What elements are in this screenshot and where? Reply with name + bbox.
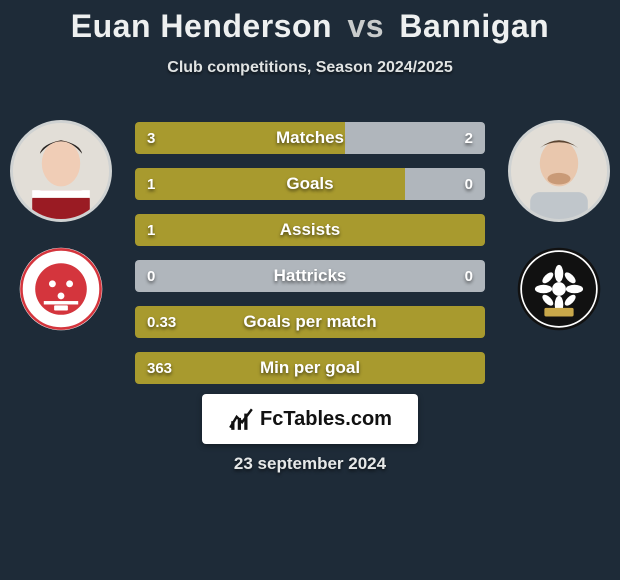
stat-bar-left-value: 0 — [147, 260, 155, 292]
watermark-text: FcTables.com — [260, 408, 392, 431]
stat-bar-full-segment — [135, 352, 485, 384]
stat-bar-track — [135, 352, 485, 384]
stat-bar-track — [135, 214, 485, 246]
player1-avatar — [10, 120, 112, 222]
stat-bars: 32Matches10Goals1Assists00Hattricks0.33G… — [135, 122, 485, 384]
stat-bar-full-segment — [135, 306, 485, 338]
date-line: 23 september 2024 — [0, 454, 620, 474]
stat-bar-left-value: 3 — [147, 122, 155, 154]
avatar-placeholder-icon — [13, 123, 109, 219]
player2-avatar — [508, 120, 610, 222]
avatar-placeholder-icon — [511, 123, 607, 219]
stat-bar-track — [135, 122, 485, 154]
stat-bar-left-segment — [135, 168, 405, 200]
stat-bar-track — [135, 260, 485, 292]
stat-bar-left-value: 363 — [147, 352, 172, 384]
stat-bar-left-value: 0.33 — [147, 306, 176, 338]
stat-bar-track — [135, 306, 485, 338]
player2-club-crest — [516, 246, 602, 332]
subtitle: Club competitions, Season 2024/2025 — [0, 59, 620, 77]
stat-bar-full-segment — [135, 260, 485, 292]
stat-row: 10Goals — [135, 168, 485, 200]
stat-bar-right-value: 0 — [465, 168, 473, 200]
comparison-card: Euan Henderson vs Bannigan Club competit… — [0, 0, 620, 580]
title-player2: Bannigan — [399, 8, 549, 44]
left-column — [6, 120, 116, 332]
stat-bar-track — [135, 168, 485, 200]
player1-club-crest — [18, 246, 104, 332]
crest-icon — [516, 246, 602, 332]
stat-row: 32Matches — [135, 122, 485, 154]
stat-bar-right-value: 2 — [465, 122, 473, 154]
stat-row: 1Assists — [135, 214, 485, 246]
stat-bar-left-value: 1 — [147, 168, 155, 200]
stat-bar-left-segment — [135, 122, 345, 154]
stat-bar-full-segment — [135, 214, 485, 246]
watermark-chart-icon — [228, 406, 254, 432]
stat-bar-left-value: 1 — [147, 214, 155, 246]
title-vs: vs — [347, 8, 384, 44]
title-player1: Euan Henderson — [71, 8, 332, 44]
page-title: Euan Henderson vs Bannigan — [0, 8, 620, 45]
watermark: FcTables.com — [202, 394, 418, 444]
stat-bar-right-value: 0 — [465, 260, 473, 292]
right-column — [504, 120, 614, 332]
stat-row: 0.33Goals per match — [135, 306, 485, 338]
stat-row: 363Min per goal — [135, 352, 485, 384]
stat-row: 00Hattricks — [135, 260, 485, 292]
crest-icon — [18, 246, 104, 332]
